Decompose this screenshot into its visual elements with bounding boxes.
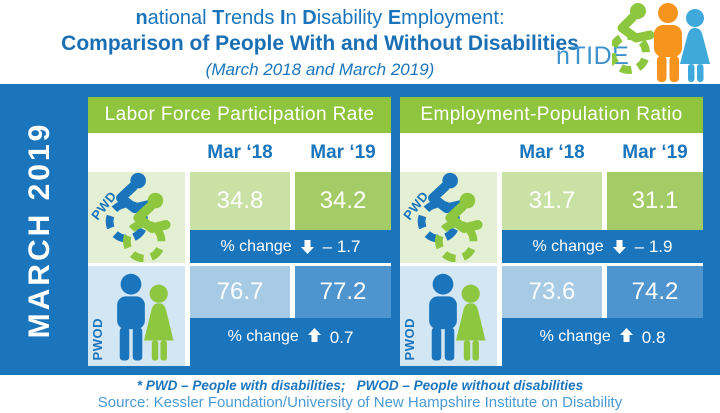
- column-label-mar19: Mar ‘19: [622, 141, 688, 163]
- title-seg: rends: [224, 7, 280, 29]
- pwod-change-bar: % change 0.7: [190, 318, 391, 366]
- panel-employment-population-ratio: Employment-Population Ratio Mar ‘18 Mar …: [400, 97, 703, 366]
- man-woman-icon: [429, 273, 486, 361]
- panel-title: Labor Force Participation Rate: [88, 97, 391, 133]
- ntide-logo: nTIDE: [556, 1, 716, 83]
- arrow-down-icon: [612, 239, 626, 254]
- title-seg: ational: [147, 7, 213, 29]
- change-value: – 1.9: [634, 236, 673, 256]
- column-label-mar18: Mar ‘18: [207, 141, 273, 163]
- panel-labor-force-participation-rate: Labor Force Participation Rate Mar ‘18 M…: [88, 97, 391, 366]
- value-pwod-mar19: 77.2: [295, 266, 391, 318]
- wheelchair-accessible-icon: [417, 172, 483, 262]
- title-seg: E: [387, 7, 402, 29]
- man-woman-icon: [117, 273, 174, 361]
- pwod-label: PWOD: [90, 317, 105, 360]
- title-seg: T: [212, 7, 225, 29]
- month-sidebar-label: MARCH 2019: [23, 121, 56, 338]
- header-titles: national Trends In Disability Employment…: [0, 0, 640, 80]
- change-value: – 1.7: [322, 236, 361, 256]
- ntide-logo-figures-icon: [612, 3, 710, 82]
- value-pwod-mar18: 73.6: [502, 266, 602, 318]
- pwd-icon-cell: PWD: [88, 172, 185, 263]
- wheelchair-accessible-icon: [105, 172, 171, 262]
- arrow-up-icon: [307, 328, 321, 342]
- title-seg: n: [285, 7, 303, 29]
- change-label: % change: [220, 237, 292, 255]
- column-label-mar18: Mar ‘18: [519, 141, 585, 163]
- header: national Trends In Disability Employment…: [0, 0, 720, 84]
- title-seg: mployment:: [401, 7, 505, 29]
- value-pwd-mar19: 34.2: [295, 172, 391, 230]
- value-pwod-mar19: 74.2: [607, 266, 703, 318]
- change-label: % change: [532, 237, 604, 255]
- title-line3: (March 2018 and March 2019): [205, 60, 435, 79]
- pwod-change-bar: % change 0.8: [502, 318, 703, 366]
- panel-title: Employment-Population Ratio: [400, 97, 703, 133]
- value-pwd-mar18: 34.8: [190, 172, 290, 230]
- change-label: % change: [539, 328, 611, 345]
- arrow-down-icon: [300, 239, 314, 254]
- change-label: % change: [227, 328, 299, 345]
- main-band: MARCH 2019 Labor Force Participation Rat…: [0, 84, 720, 375]
- source-line: Source: Kessler Foundation/University of…: [97, 394, 623, 411]
- arrow-up-icon: [619, 328, 633, 342]
- pwod-icon-cell: PWOD: [400, 266, 497, 366]
- pwod-label: PWOD: [402, 317, 417, 360]
- column-label-mar19: Mar ‘19: [310, 141, 376, 163]
- pwod-icon-cell: PWOD: [88, 266, 185, 366]
- change-value: 0.7: [329, 328, 354, 347]
- footer: * PWD – People with disabilities; PWOD –…: [0, 375, 720, 413]
- value-pwod-mar18: 76.7: [190, 266, 290, 318]
- change-value: 0.8: [641, 328, 666, 347]
- footnote: * PWD – People with disabilities; PWOD –…: [136, 378, 584, 393]
- title-line1: national Trends In Disability Employment…: [0, 7, 640, 30]
- title-seg: n: [135, 7, 148, 29]
- value-pwd-mar19: 31.1: [607, 172, 703, 230]
- pwd-icon-cell: PWD: [400, 172, 497, 263]
- pwd-change-bar: % change – 1.9: [502, 230, 703, 263]
- title-seg: I: [279, 7, 286, 29]
- title-seg: D: [302, 7, 317, 29]
- title-seg: isability: [316, 7, 388, 29]
- title-line2: Comparison of People With and Without Di…: [61, 32, 579, 55]
- value-pwd-mar18: 31.7: [502, 172, 602, 230]
- pwd-change-bar: % change – 1.7: [190, 230, 391, 263]
